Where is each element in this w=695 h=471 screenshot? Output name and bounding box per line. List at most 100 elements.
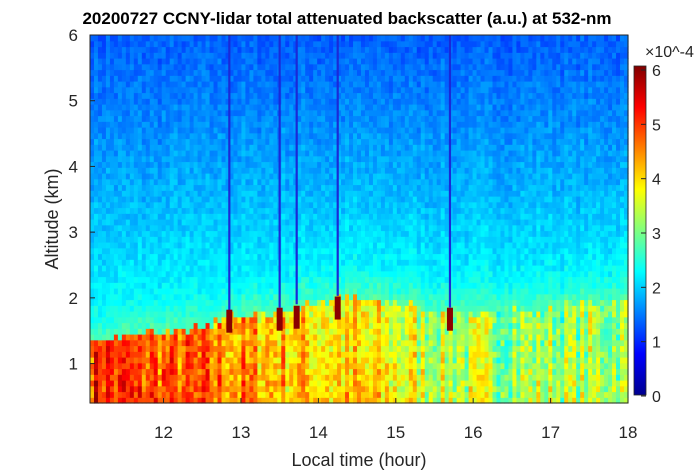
heatmap-cell bbox=[273, 58, 278, 65]
heatmap-cell bbox=[353, 236, 358, 243]
heatmap-cell bbox=[297, 247, 302, 255]
heatmap-cell bbox=[90, 385, 95, 393]
heatmap-cell bbox=[133, 253, 139, 260]
heatmap-cell bbox=[181, 86, 187, 94]
heatmap-cell bbox=[113, 92, 119, 99]
heatmap-cell bbox=[269, 247, 274, 255]
heatmap-cell bbox=[364, 121, 370, 128]
heatmap-cell bbox=[161, 213, 167, 220]
heatmap-cell bbox=[376, 374, 382, 381]
heatmap-cell bbox=[281, 58, 286, 65]
heatmap-cell bbox=[301, 138, 306, 145]
heatmap-cell bbox=[281, 293, 286, 301]
heatmap-cell bbox=[205, 161, 211, 168]
heatmap-cell bbox=[360, 311, 366, 318]
heatmap-cell bbox=[193, 138, 199, 145]
heatmap-cell bbox=[257, 173, 262, 180]
heatmap-cell bbox=[321, 311, 326, 318]
heatmap-cell bbox=[137, 305, 143, 312]
heatmap-cell bbox=[392, 109, 398, 117]
heatmap-cell bbox=[149, 242, 155, 249]
heatmap-cell bbox=[353, 63, 358, 71]
heatmap-cell bbox=[129, 305, 135, 312]
heatmap-cell bbox=[305, 265, 310, 272]
heatmap-cell bbox=[257, 184, 262, 191]
heatmap-cell bbox=[133, 155, 139, 163]
heatmap-cell bbox=[321, 92, 326, 99]
heatmap-cell bbox=[97, 98, 103, 105]
heatmap-cell bbox=[285, 236, 290, 243]
heatmap-cell bbox=[221, 253, 227, 260]
heatmap-cell bbox=[293, 150, 298, 157]
heatmap-cell bbox=[181, 351, 187, 358]
heatmap-cell bbox=[396, 150, 402, 157]
heatmap-cell bbox=[185, 380, 191, 387]
heatmap-cell bbox=[241, 265, 247, 272]
heatmap-cell bbox=[372, 213, 378, 220]
heatmap-cell bbox=[141, 293, 147, 301]
heatmap-cell bbox=[185, 230, 191, 237]
heatmap-cell bbox=[305, 109, 310, 117]
heatmap-cell bbox=[241, 63, 247, 71]
heatmap-cell bbox=[105, 138, 111, 145]
heatmap-cell bbox=[388, 322, 394, 329]
heatmap-cell bbox=[269, 190, 274, 197]
heatmap-cell bbox=[213, 357, 219, 364]
heatmap-cell bbox=[149, 299, 155, 306]
heatmap-cell bbox=[245, 311, 251, 318]
heatmap-cell bbox=[157, 190, 163, 197]
heatmap-cell bbox=[364, 167, 370, 174]
heatmap-cell bbox=[97, 213, 103, 220]
heatmap-cell bbox=[245, 316, 251, 324]
heatmap-cell bbox=[249, 190, 254, 197]
heatmap-cell bbox=[193, 63, 199, 71]
heatmap-cell bbox=[269, 362, 274, 370]
heatmap-cell bbox=[309, 138, 314, 145]
heatmap-cell bbox=[109, 63, 115, 71]
heatmap-cell bbox=[105, 201, 111, 209]
heatmap-cell bbox=[109, 184, 115, 191]
heatmap-cell bbox=[181, 69, 187, 76]
heatmap-cell bbox=[165, 299, 171, 306]
heatmap-cell bbox=[249, 276, 254, 283]
heatmap-cell bbox=[129, 288, 135, 295]
heatmap-cell bbox=[261, 265, 266, 272]
heatmap-cell bbox=[101, 201, 107, 209]
heatmap-cell bbox=[357, 247, 362, 255]
heatmap-cell bbox=[388, 265, 394, 272]
heatmap-cell bbox=[261, 75, 266, 82]
heatmap-cell bbox=[261, 109, 266, 117]
heatmap-cell bbox=[125, 86, 131, 94]
heatmap-cell bbox=[265, 161, 270, 168]
heatmap-cell bbox=[161, 121, 167, 128]
heatmap-cell bbox=[177, 46, 183, 53]
heatmap-cell bbox=[133, 351, 139, 358]
heatmap-cell bbox=[229, 201, 235, 209]
heatmap-cell bbox=[353, 115, 358, 122]
heatmap-cell bbox=[285, 247, 290, 255]
heatmap-cell bbox=[257, 334, 262, 341]
heatmap-cell bbox=[313, 265, 318, 272]
heatmap-cell bbox=[197, 46, 203, 53]
heatmap-cell bbox=[265, 362, 270, 370]
heatmap-cell bbox=[93, 345, 99, 352]
heatmap-cell bbox=[269, 328, 274, 335]
heatmap-cell bbox=[97, 58, 103, 65]
heatmap-cell bbox=[368, 385, 374, 393]
heatmap-cell bbox=[297, 150, 302, 157]
heatmap-cell bbox=[297, 339, 302, 347]
heatmap-cell bbox=[321, 213, 326, 220]
heatmap-cell bbox=[313, 81, 318, 88]
heatmap-cell bbox=[141, 201, 147, 209]
heatmap-cell bbox=[153, 104, 159, 111]
heatmap-cell bbox=[209, 40, 215, 48]
heatmap-cell bbox=[153, 311, 159, 318]
heatmap-cell bbox=[313, 190, 318, 197]
heatmap-cell bbox=[105, 374, 111, 381]
heatmap-cell bbox=[101, 52, 107, 59]
heatmap-cell bbox=[265, 380, 270, 387]
heatmap-cell bbox=[388, 230, 394, 237]
heatmap-cell bbox=[285, 357, 290, 364]
heatmap-cell bbox=[384, 259, 390, 266]
heatmap-cell bbox=[321, 109, 326, 117]
